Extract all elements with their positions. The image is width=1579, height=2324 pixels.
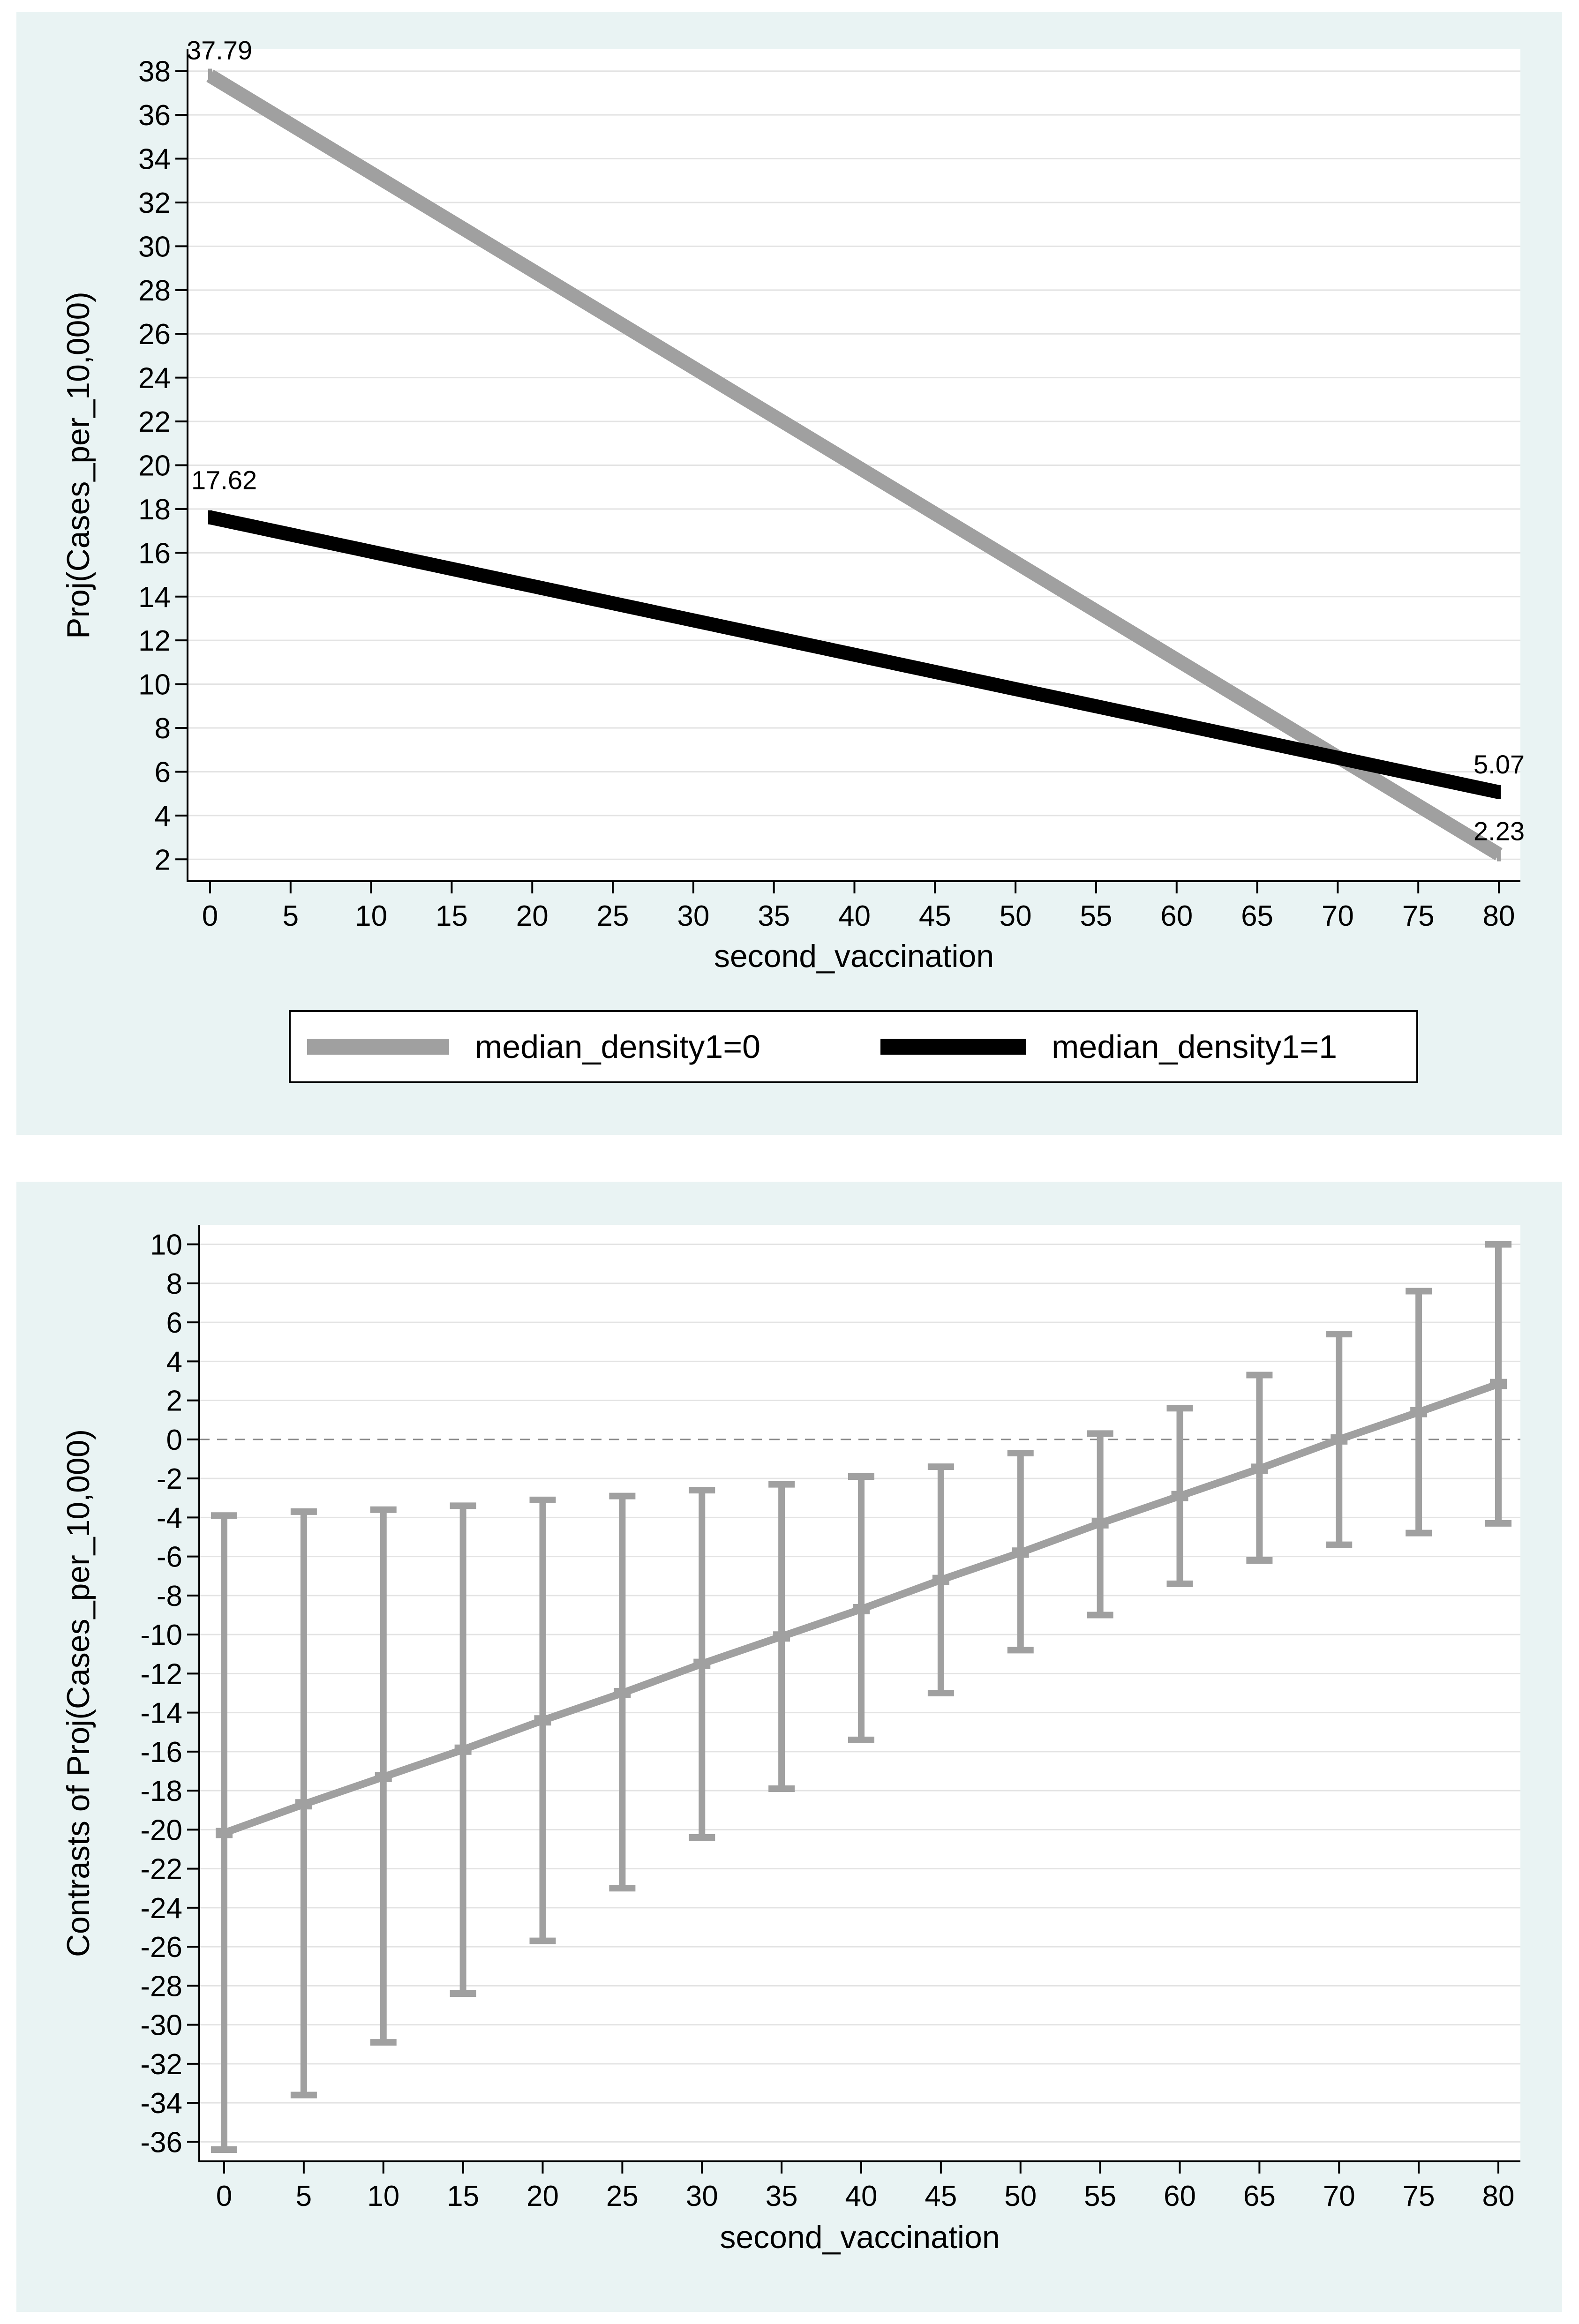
bottom-y-tick-label: -26 xyxy=(140,1931,182,1964)
legend-label-density0: median_density1=0 xyxy=(475,1028,760,1065)
data-label-end-density0: 2.23 xyxy=(1474,817,1525,846)
bottom-y-tick-label: 6 xyxy=(166,1307,182,1339)
data-label-start-density1: 17.62 xyxy=(191,465,257,495)
top-x-tick-label: 20 xyxy=(516,900,549,932)
top-y-tick-label: 18 xyxy=(138,494,171,526)
top-y-tick-label: 8 xyxy=(155,712,171,745)
bottom-y-tick-label: -2 xyxy=(157,1463,182,1495)
bottom-x-tick-label: 60 xyxy=(1164,2180,1196,2212)
bottom-x-tick-label: 15 xyxy=(447,2180,479,2212)
bottom-y-tick-label: -30 xyxy=(140,2009,182,2042)
top-x-tick-label: 75 xyxy=(1402,900,1435,932)
bottom-x-tick-label: 45 xyxy=(925,2180,957,2212)
top-x-tick-label: 70 xyxy=(1322,900,1354,932)
top-x-tick-label: 45 xyxy=(919,900,951,932)
bottom-x-tick-label: 20 xyxy=(526,2180,559,2212)
bottom-y-tick-label: -14 xyxy=(140,1697,182,1730)
data-label-end-density1: 5.07 xyxy=(1474,750,1525,779)
top-y-tick-label: 26 xyxy=(138,318,171,351)
top-y-tick-label: 16 xyxy=(138,537,171,570)
top-y-tick-label: 14 xyxy=(138,581,171,614)
bottom-x-tick-label: 70 xyxy=(1323,2180,1355,2212)
top-y-axis-title: Proj(Cases_per_10,000) xyxy=(60,292,96,639)
bottom-x-tick-label: 0 xyxy=(216,2180,232,2212)
top-y-tick-label: 10 xyxy=(138,669,171,701)
bottom-x-tick-label: 25 xyxy=(606,2180,639,2212)
bottom-x-tick-label: 10 xyxy=(367,2180,399,2212)
legend-box xyxy=(289,1010,1418,1083)
top-y-tick-label: 6 xyxy=(155,756,171,788)
top-x-tick-label: 50 xyxy=(1000,900,1032,932)
top-x-tick-label: 55 xyxy=(1080,900,1112,932)
bottom-y-tick-label: -34 xyxy=(140,2087,182,2120)
bottom-axes: 1086420-2-4-6-8-10-12-14-16-18-20-22-24-… xyxy=(140,1225,1520,2212)
top-x-tick-label: 65 xyxy=(1241,900,1273,932)
bottom-y-tick-label: -28 xyxy=(140,1970,182,2002)
top-y-tick-label: 38 xyxy=(138,56,171,88)
bottom-y-tick-label: -20 xyxy=(140,1814,182,1846)
bottom-y-tick-label: -4 xyxy=(157,1502,182,1534)
top-x-tick-label: 35 xyxy=(758,900,790,932)
top-x-tick-label: 80 xyxy=(1483,900,1515,932)
top-y-tick-label: 2 xyxy=(155,844,171,876)
top-data-labels: 37.79 2.23 17.62 5.07 xyxy=(187,36,1525,846)
bottom-x-tick-label: 80 xyxy=(1482,2180,1515,2212)
bottom-y-tick-label: -18 xyxy=(140,1775,182,1807)
top-y-tick-label: 20 xyxy=(138,450,171,482)
bottom-x-tick-label: 5 xyxy=(296,2180,312,2212)
series-line-density1 xyxy=(208,510,1501,799)
bottom-y-tick-label: 2 xyxy=(166,1385,182,1417)
top-x-axis-title: second_vaccination xyxy=(714,938,994,974)
bottom-x-tick-label: 75 xyxy=(1403,2180,1435,2212)
top-gridlines xyxy=(188,70,1520,860)
bottom-y-tick-label: 8 xyxy=(166,1268,182,1300)
bottom-y-tick-label: -36 xyxy=(140,2126,182,2159)
bottom-y-tick-label: -12 xyxy=(140,1658,182,1690)
bottom-x-tick-label: 65 xyxy=(1243,2180,1276,2212)
top-x-tick-label: 0 xyxy=(202,900,218,932)
bottom-x-tick-label: 35 xyxy=(766,2180,798,2212)
top-x-tick-label: 30 xyxy=(677,900,709,932)
bottom-series xyxy=(211,1241,1511,2153)
bottom-x-tick-label: 50 xyxy=(1004,2180,1037,2212)
bottom-x-axis-title: second_vaccination xyxy=(720,2219,1000,2255)
top-x-tick-label: 15 xyxy=(436,900,468,932)
bottom-y-tick-label: -22 xyxy=(140,1853,182,1886)
bottom-y-tick-label: 0 xyxy=(166,1424,182,1456)
legend: median_density1=0 median_density1=1 xyxy=(289,1010,1418,1083)
top-y-tick-label: 30 xyxy=(138,231,171,263)
series-line-density0 xyxy=(206,69,1503,861)
legend-label-density1: median_density1=1 xyxy=(1052,1028,1337,1065)
top-x-tick-label: 40 xyxy=(838,900,871,932)
bottom-x-tick-label: 30 xyxy=(686,2180,718,2212)
bottom-y-tick-label: -16 xyxy=(140,1736,182,1769)
bottom-gridlines xyxy=(199,1244,1520,2143)
data-label-start-density0: 37.79 xyxy=(187,36,252,65)
top-y-tick-label: 28 xyxy=(138,275,171,307)
bottom-y-tick-label: -10 xyxy=(140,1619,182,1651)
top-x-tick-label: 60 xyxy=(1160,900,1193,932)
top-y-tick-label: 24 xyxy=(138,362,171,395)
top-y-tick-label: 32 xyxy=(138,187,171,219)
bottom-y-tick-label: -32 xyxy=(140,2048,182,2081)
bottom-x-tick-label: 40 xyxy=(845,2180,878,2212)
top-y-tick-label: 36 xyxy=(138,99,171,132)
bottom-y-tick-label: 4 xyxy=(166,1346,182,1378)
bottom-y-tick-label: -24 xyxy=(140,1892,182,1925)
top-y-tick-label: 4 xyxy=(155,800,171,832)
top-y-tick-label: 12 xyxy=(138,625,171,657)
bottom-y-axis-title: Contrasts of Proj(Cases_per_10,000) xyxy=(60,1429,96,1957)
bottom-y-tick-label: 10 xyxy=(150,1229,182,1261)
bottom-x-tick-label: 55 xyxy=(1084,2180,1116,2212)
top-x-tick-label: 5 xyxy=(283,900,299,932)
top-x-tick-label: 10 xyxy=(355,900,387,932)
bottom-y-tick-label: -6 xyxy=(157,1541,182,1574)
top-y-tick-label: 34 xyxy=(138,143,171,176)
top-x-tick-label: 25 xyxy=(597,900,629,932)
bottom-y-tick-label: -8 xyxy=(157,1580,182,1612)
top-y-tick-label: 22 xyxy=(138,406,171,438)
top-series xyxy=(206,68,1503,862)
